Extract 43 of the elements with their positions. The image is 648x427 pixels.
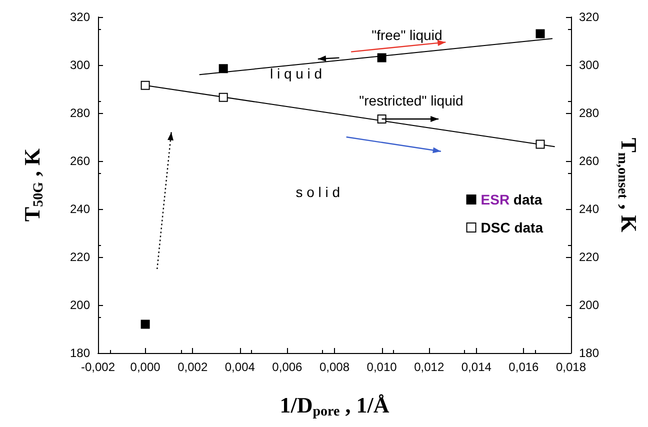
y2-tick-label: 300 [579, 58, 600, 72]
y2-tick-label: 320 [579, 10, 600, 24]
y2-axis-title: Tm,onset , K [614, 138, 642, 232]
x-tick-label: -0,002 [80, 360, 116, 374]
x-tick-label: 0,004 [224, 360, 256, 374]
point [536, 29, 545, 38]
y2-tick-label: 280 [579, 106, 600, 120]
annotation: "restricted" liquid [359, 92, 464, 109]
x-tick-label: 0,018 [556, 360, 586, 374]
x-tick-label: 0,002 [178, 360, 208, 374]
annotation: l i q u i d [270, 65, 322, 82]
y-tick-label: 240 [70, 202, 90, 216]
y-tick-label: 200 [70, 298, 90, 312]
point [140, 320, 150, 329]
x-tick-label: 0,010 [366, 360, 398, 374]
y-tick-label: 220 [70, 250, 90, 264]
point [218, 92, 228, 102]
y-tick-label: 180 [70, 346, 90, 360]
point [377, 114, 386, 124]
point [140, 80, 150, 90]
legend-label: ESR data [480, 192, 542, 208]
point [377, 53, 386, 62]
y2-tick-label: 220 [579, 250, 600, 264]
y2-tick-label: 260 [579, 154, 600, 168]
x-tick-label: 0,014 [461, 360, 492, 374]
y2-tick-label: 180 [579, 346, 600, 360]
legend-label: DSC data [480, 220, 544, 236]
y-tick-label: 300 [70, 58, 90, 72]
annotation: "free" liquid [372, 27, 442, 44]
x-tick-label: 0,012 [414, 360, 444, 374]
y-tick-label: 280 [70, 106, 90, 120]
y-tick-label: 320 [70, 10, 90, 24]
x-tick-label: 0,016 [508, 360, 540, 374]
x-tick-label: 0,006 [272, 360, 303, 374]
point [536, 140, 545, 149]
y2-tick-label: 200 [579, 298, 600, 312]
x-tick-label: 0,000 [130, 360, 161, 374]
y-tick-label: 260 [70, 154, 90, 168]
point [218, 64, 228, 74]
x-tick-label: 0,008 [319, 360, 350, 374]
annotation: s o l i d [296, 184, 340, 200]
y-axis-title: T50G , K [20, 148, 46, 222]
y2-tick-label: 240 [579, 202, 600, 216]
